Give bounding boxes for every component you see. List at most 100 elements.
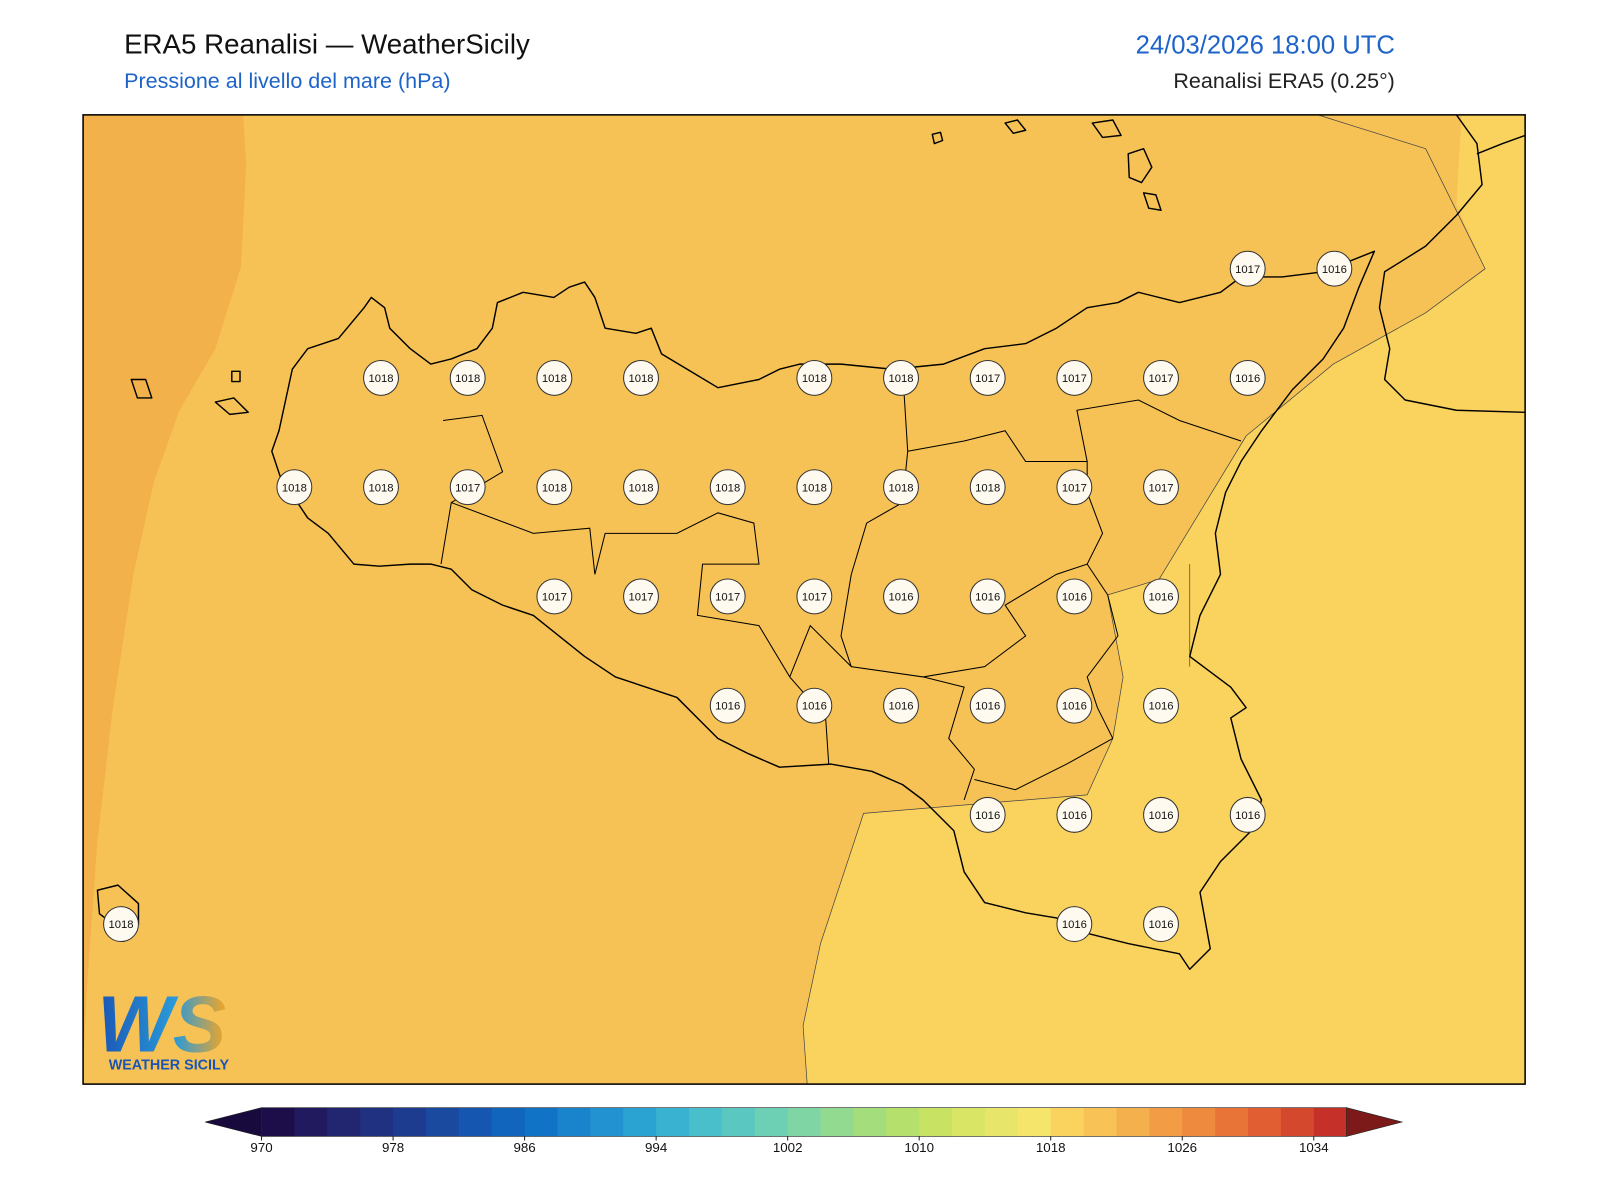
station-value: 1016 — [888, 592, 913, 604]
colorbar-tick-label: 1026 — [1167, 1140, 1197, 1155]
station-marker — [883, 687, 919, 724]
colorbar-segment — [1215, 1107, 1249, 1137]
station-value: 1016 — [1235, 810, 1260, 822]
sicily-coast — [271, 250, 1376, 970]
colorbar-tick-label: 1010 — [904, 1140, 934, 1155]
colorbar-segment — [1083, 1107, 1118, 1137]
station-value: 1018 — [802, 482, 827, 494]
station-value: 1016 — [715, 701, 740, 713]
station-marker — [1056, 359, 1093, 396]
subtitle: Pressione al livello del mare (hPa) — [124, 69, 450, 93]
station-value: 1016 — [1062, 810, 1087, 822]
colorbar-segment — [557, 1107, 591, 1137]
station-value: 1016 — [975, 592, 1000, 604]
station-marker — [969, 687, 1006, 724]
calabria-coast — [1378, 114, 1526, 414]
colorbar-segment — [1116, 1107, 1150, 1137]
station-marker — [883, 359, 919, 396]
station-marker — [536, 578, 573, 615]
station-value: 1018 — [368, 482, 393, 494]
colorbar-segment — [261, 1107, 295, 1137]
station-marker — [103, 906, 139, 943]
province-borders — [440, 369, 1242, 801]
station-value: 1017 — [455, 482, 480, 494]
station-value: 1018 — [542, 482, 567, 494]
station-value: 1016 — [975, 701, 1000, 713]
station-marker — [1056, 796, 1093, 833]
colorbar-tick-label: 1002 — [773, 1140, 803, 1155]
station-value: 1018 — [628, 373, 653, 385]
colorbar-segment — [360, 1107, 394, 1137]
station-marker — [1056, 687, 1093, 724]
station-value: 1016 — [802, 701, 827, 713]
station-marker — [1056, 578, 1093, 615]
colorbar: 970 978 986 994 1002 1010 1018 1026 1034 — [205, 1107, 1404, 1155]
colorbar-segment — [425, 1107, 460, 1137]
colorbar-segment — [491, 1107, 526, 1137]
station-marker — [709, 578, 746, 615]
station-value: 1017 — [1062, 482, 1087, 494]
colorbar-tick-label: 1034 — [1299, 1140, 1329, 1155]
colorbar-frame — [261, 1107, 1347, 1137]
station-marker — [1316, 250, 1353, 287]
station-value: 1018 — [542, 373, 567, 385]
station-value: 1018 — [802, 373, 827, 385]
station-marker — [1143, 578, 1179, 615]
station-marker — [709, 687, 746, 724]
colorbar-segment — [853, 1107, 887, 1137]
field-1018-1020 — [83, 114, 247, 1065]
station-value: 1018 — [108, 919, 133, 931]
station-value: 1016 — [1148, 592, 1173, 604]
colorbar-segment — [1050, 1107, 1085, 1137]
station-marker — [449, 359, 486, 396]
colorbar-tick-label: 1018 — [1036, 1140, 1066, 1155]
station-value: 1018 — [628, 482, 653, 494]
station-value: 1017 — [715, 592, 740, 604]
colorbar-segment — [886, 1107, 920, 1137]
colorbar-segment — [656, 1107, 690, 1137]
colorbar-segment — [524, 1107, 558, 1137]
station-marker — [623, 578, 659, 615]
station-marker — [796, 687, 833, 724]
logo: WS WEATHER SICILY — [97, 979, 229, 1073]
colorbar-tick-label: 986 — [513, 1140, 535, 1155]
stations: 1017 1016 1018 1018 1018 1018 1018 1018 1017 1017… — [103, 250, 1353, 943]
station-value: 1017 — [975, 373, 1000, 385]
station-value: 1016 — [1062, 592, 1087, 604]
logo-text: WEATHER SICILY — [109, 1058, 230, 1074]
station-marker — [796, 359, 833, 396]
station-value: 1016 — [1148, 701, 1173, 713]
station-value: 1018 — [975, 482, 1000, 494]
colorbar-tick-label: 970 — [250, 1140, 272, 1155]
map-frame — [82, 114, 1526, 1085]
station-marker — [969, 359, 1006, 396]
colorbar-segment — [689, 1107, 723, 1137]
station-marker — [969, 578, 1006, 615]
station-value: 1018 — [455, 373, 480, 385]
station-marker — [969, 796, 1006, 833]
station-value: 1016 — [1148, 919, 1173, 931]
station-value: 1017 — [802, 592, 827, 604]
station-value: 1017 — [1235, 264, 1260, 276]
station-marker — [709, 469, 746, 506]
station-marker — [623, 359, 659, 396]
station-value: 1016 — [1235, 373, 1260, 385]
station-value: 1018 — [715, 482, 740, 494]
colorbar-segment — [787, 1107, 822, 1137]
colorbar-segment — [393, 1107, 427, 1137]
station-marker — [1056, 469, 1093, 506]
station-value: 1016 — [1322, 264, 1347, 276]
station-marker — [1229, 796, 1266, 833]
colorbar-segment — [984, 1107, 1019, 1137]
station-value: 1016 — [1062, 919, 1087, 931]
colorbar-segment — [754, 1107, 789, 1137]
station-marker — [883, 578, 919, 615]
colorbar-under — [205, 1107, 262, 1137]
colorbar-segment — [623, 1107, 657, 1137]
station-marker — [1143, 796, 1179, 833]
station-value: 1018 — [888, 373, 913, 385]
station-value: 1016 — [888, 701, 913, 713]
station-marker — [969, 469, 1006, 506]
station-value: 1017 — [1062, 373, 1087, 385]
